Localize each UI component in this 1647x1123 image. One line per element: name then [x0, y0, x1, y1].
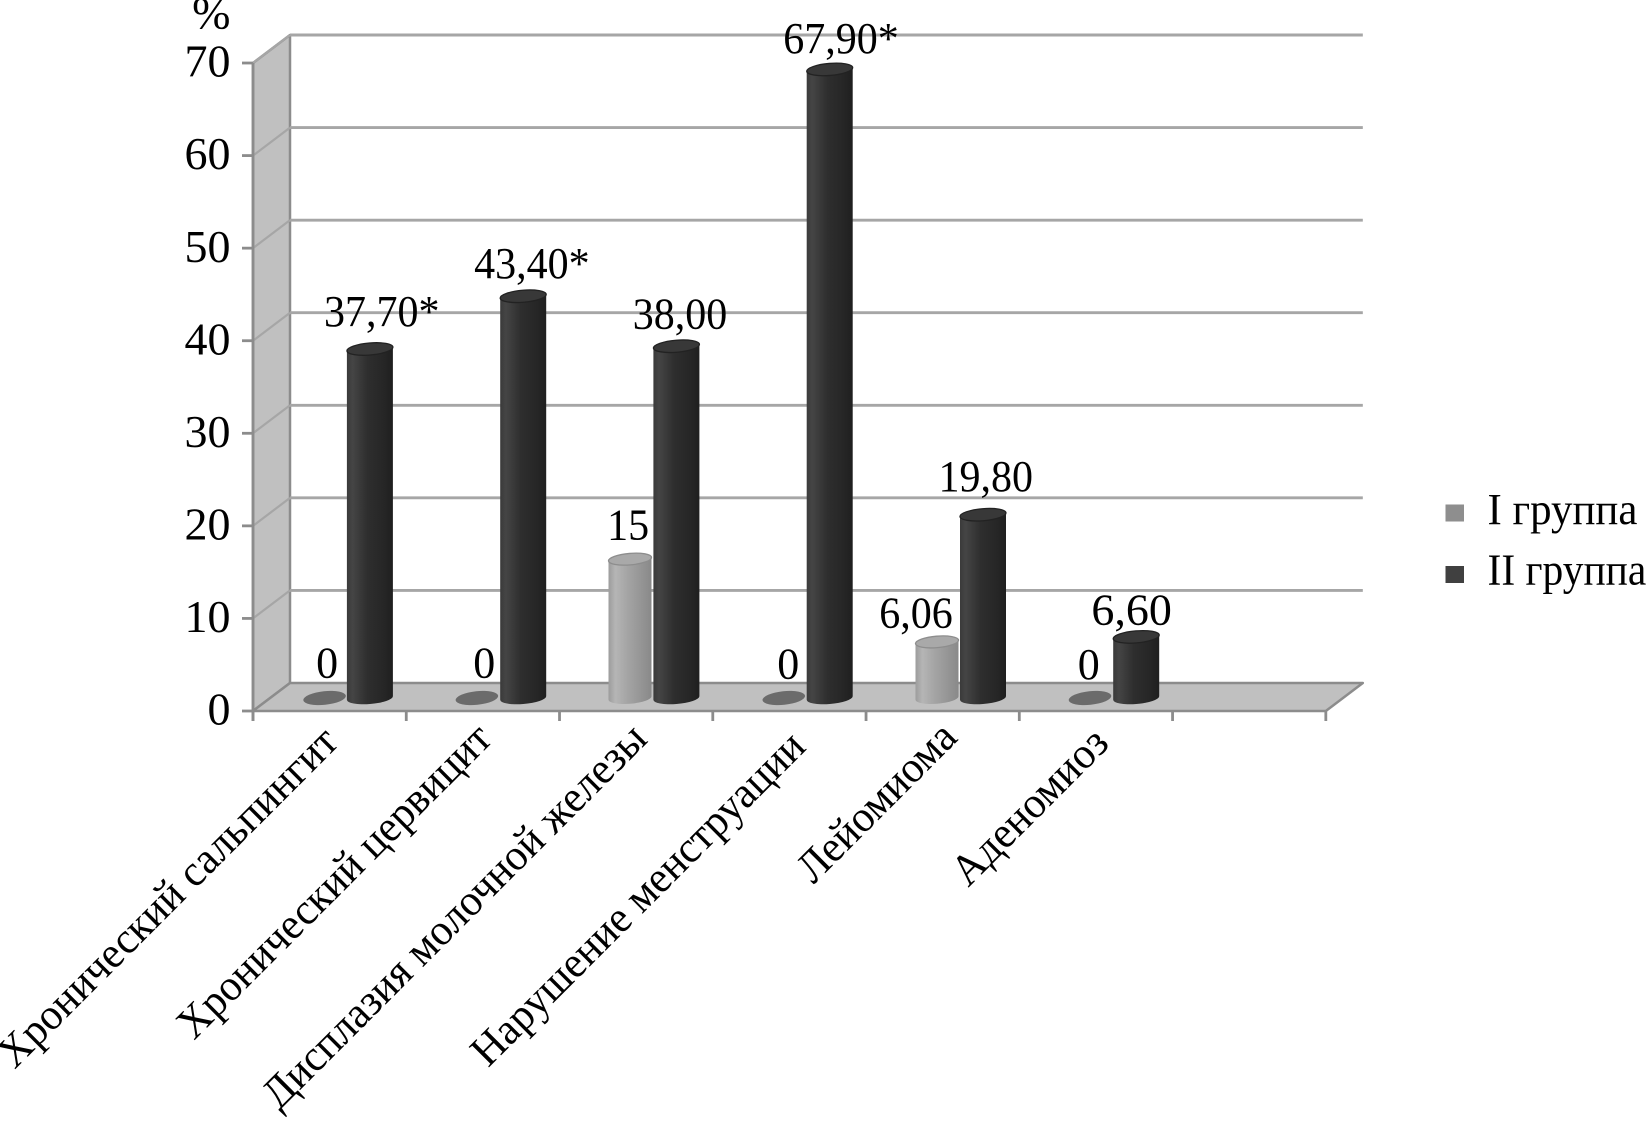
- svg-text:40: 40: [185, 313, 231, 364]
- svg-text:10: 10: [185, 591, 231, 642]
- svg-text:0: 0: [208, 684, 231, 735]
- svg-text:67,90*: 67,90*: [783, 14, 899, 63]
- svg-text:60: 60: [185, 128, 231, 179]
- svg-text:30: 30: [185, 406, 231, 457]
- svg-text:0: 0: [316, 639, 338, 688]
- svg-text:%: %: [192, 0, 230, 39]
- svg-text:50: 50: [185, 221, 231, 272]
- svg-text:20: 20: [185, 498, 231, 549]
- svg-text:0: 0: [1078, 640, 1100, 689]
- svg-text:38,00: 38,00: [633, 290, 728, 339]
- svg-text:6,06: 6,06: [879, 589, 953, 638]
- svg-text:I группа: I группа: [1488, 485, 1638, 534]
- svg-text:43,40*: 43,40*: [474, 239, 590, 288]
- svg-text:70: 70: [185, 36, 231, 87]
- svg-text:19,80: 19,80: [938, 452, 1033, 501]
- svg-text:0: 0: [473, 639, 495, 688]
- svg-text:15: 15: [607, 500, 649, 549]
- svg-text:II группа: II группа: [1488, 546, 1647, 595]
- svg-text:6,60: 6,60: [1091, 586, 1172, 635]
- svg-text:37,70*: 37,70*: [324, 287, 440, 336]
- svg-text:0: 0: [777, 639, 799, 688]
